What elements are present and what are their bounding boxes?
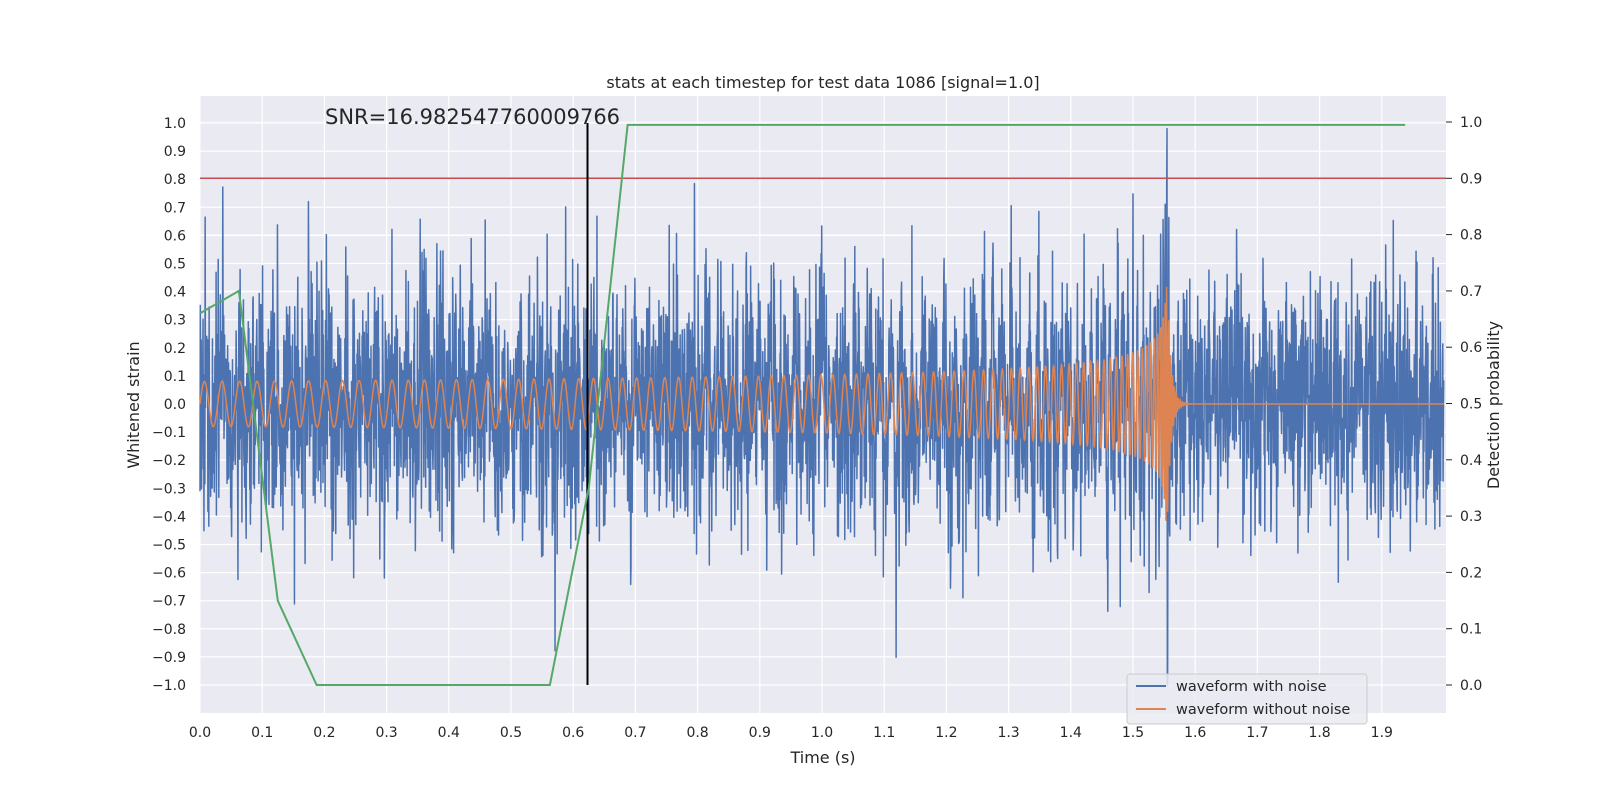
series-line-waveform-without-noise [199, 286, 1444, 521]
series-line-detection-probability [199, 123, 1406, 686]
x-tick-label: 1.4 [1060, 725, 1082, 741]
y-tick-label: 0.2 [164, 341, 186, 357]
series-line-waveform-with-noise [199, 127, 1445, 686]
y-right-tick-label: 0.2 [1460, 565, 1482, 581]
y-tick-label: 0.0 [164, 397, 186, 413]
y-right-tick-label: 0.4 [1460, 453, 1482, 469]
x-tick-label: 0.6 [562, 725, 584, 741]
chart-title: stats at each timestep for test data 108… [606, 73, 1039, 92]
y-tick-label: 0.6 [164, 228, 186, 244]
x-tick-label: 0.3 [375, 725, 397, 741]
legend-entry-noisy: waveform with noise [1176, 679, 1327, 695]
y-right-axis-label: Detection probability [1484, 321, 1503, 489]
y-tick-label: −0.7 [152, 594, 186, 610]
y-tick-label: 0.5 [164, 257, 186, 273]
snr-annotation: SNR=16.982547760009766 [325, 105, 620, 129]
y-right-tick-label: 0.7 [1460, 284, 1482, 300]
x-tick-label: 1.2 [935, 725, 957, 741]
x-tick-label: 1.7 [1246, 725, 1268, 741]
x-axis-ticks: 0.0 0.1 0.2 0.3 0.4 0.5 0.6 0.7 0.8 0.9 1.0 1.1 1.2 1… [189, 725, 1393, 741]
x-tick-label: 1.0 [811, 725, 833, 741]
x-tick-label: 0.4 [438, 725, 460, 741]
series-layer [199, 123, 1446, 686]
legend-entry-clean: waveform without noise [1176, 702, 1350, 718]
y-axis-ticks: 1.0 0.9 0.8 0.7 0.6 0.5 0.4 0.3 0.2 0.1 0.0 −0.1 −0.… [152, 116, 186, 694]
y-tick-label: 0.3 [164, 313, 186, 329]
y-right-tick-label: 1.0 [1460, 115, 1482, 131]
x-tick-label: 0.7 [624, 725, 646, 741]
y-tick-label: −0.6 [152, 566, 186, 582]
y-tick-label: 0.9 [164, 144, 186, 160]
y-right-tick-label: 0.1 [1460, 622, 1482, 638]
y-tick-label: −0.8 [152, 622, 186, 638]
y-right-tick-label: 0.3 [1460, 509, 1482, 525]
y-axis-label: Whitened strain [124, 341, 143, 468]
x-tick-label: 1.8 [1308, 725, 1330, 741]
y-tick-label: 1.0 [164, 116, 186, 132]
y-right-axis-ticks: 1.0 0.9 0.8 0.7 0.6 0.5 0.4 0.3 0.2 0.1 0.0 [1446, 115, 1482, 694]
x-tick-label: 0.2 [313, 725, 335, 741]
y-tick-label: 0.7 [164, 200, 186, 216]
y-tick-label: −0.2 [152, 453, 186, 469]
x-axis-label: Time (s) [789, 748, 855, 767]
x-tick-label: 1.5 [1122, 725, 1144, 741]
y-tick-label: 0.8 [164, 172, 186, 188]
y-right-tick-label: 0.5 [1460, 397, 1482, 413]
y-tick-label: 0.1 [164, 369, 186, 385]
y-tick-label: −0.4 [152, 509, 186, 525]
x-tick-label: 0.9 [749, 725, 771, 741]
y-right-tick-label: 0.0 [1460, 678, 1482, 694]
x-tick-label: 0.1 [251, 725, 273, 741]
x-tick-label: 0.8 [686, 725, 708, 741]
x-tick-label: 0.0 [189, 725, 211, 741]
x-tick-label: 1.3 [997, 725, 1019, 741]
y-tick-label: 0.4 [164, 285, 186, 301]
y-right-tick-label: 0.8 [1460, 228, 1482, 244]
y-tick-label: −0.3 [152, 481, 186, 497]
legend: waveform with noise waveform without noi… [1126, 673, 1368, 725]
y-right-tick-label: 0.9 [1460, 171, 1482, 187]
legend-box [1126, 673, 1368, 725]
y-tick-label: −0.1 [152, 425, 186, 441]
y-tick-label: −1.0 [152, 678, 186, 694]
x-tick-label: 0.5 [500, 725, 522, 741]
y-right-tick-label: 0.6 [1460, 340, 1482, 356]
y-tick-label: −0.9 [152, 650, 186, 666]
y-tick-label: −0.5 [152, 538, 186, 554]
x-tick-label: 1.6 [1184, 725, 1206, 741]
x-tick-label: 1.9 [1371, 725, 1393, 741]
x-tick-label: 1.1 [873, 725, 895, 741]
